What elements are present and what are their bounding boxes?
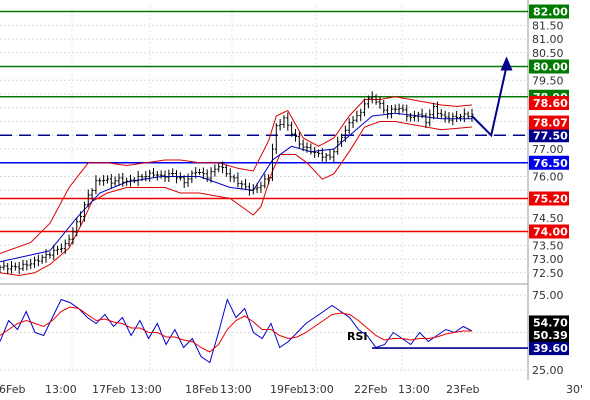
price-tick-label: 80.50 bbox=[532, 47, 564, 60]
value-tag-78.60-bg bbox=[529, 96, 569, 110]
x-tick-label: 13:00 bbox=[130, 383, 162, 396]
price-tick-label: 81.50 bbox=[532, 19, 564, 32]
price-tick-label: 72.50 bbox=[532, 267, 564, 280]
x-tick-label: 30' bbox=[566, 383, 583, 396]
rsi-value-tag-50.39-bg bbox=[529, 327, 569, 342]
level-tag-75.20: 75.20 bbox=[533, 193, 568, 206]
x-tick-label: 13:00 bbox=[398, 383, 430, 396]
rsi-title: RSI bbox=[347, 330, 368, 343]
rsi-value-tag-50.39: 50.39 bbox=[533, 329, 568, 342]
rsi-level-tag-39.60: 39.60 bbox=[533, 342, 568, 355]
rsi-value-tag-54.70: 54.70 bbox=[533, 316, 568, 329]
rsi-tick-label: 75.00 bbox=[532, 289, 564, 302]
level-tag-75.20-bg bbox=[529, 191, 569, 206]
x-tick-label: 18Feb bbox=[185, 383, 218, 396]
price-tick-label: 73.00 bbox=[532, 253, 564, 266]
price-tick-label: 79.50 bbox=[532, 74, 564, 87]
bollinger-upper-line bbox=[0, 96, 473, 254]
x-tick-label: 16Feb bbox=[0, 383, 25, 396]
price-tick-label: 74.50 bbox=[532, 212, 564, 225]
price-projection bbox=[471, 56, 513, 138]
price-tick-label: 77.00 bbox=[532, 143, 564, 156]
projection-arrow-head bbox=[500, 56, 513, 71]
rsi-level-tag-39.60-bg bbox=[529, 341, 569, 356]
level-tag-76.50: 76.50 bbox=[533, 157, 568, 170]
level-tag-82.00: 82.00 bbox=[533, 6, 568, 19]
value-tag-78.07: 78.07 bbox=[533, 117, 568, 130]
level-tag-74.00: 74.00 bbox=[533, 226, 568, 239]
level-tag-80.00: 80.00 bbox=[533, 61, 568, 74]
x-tick-label: 13:00 bbox=[302, 383, 334, 396]
level-tag-76.50-bg bbox=[529, 155, 569, 170]
rsi-series bbox=[0, 298, 473, 364]
rsi-tick-label: 25.00 bbox=[532, 364, 564, 377]
level-tag-77.50-bg bbox=[529, 128, 569, 143]
rsi-signal-line bbox=[0, 306, 472, 353]
price-tick-label: 81.00 bbox=[532, 33, 564, 46]
x-tick-label: 23Feb bbox=[446, 383, 479, 396]
x-tick-label: 19Feb bbox=[270, 383, 303, 396]
x-tick-label: 13:00 bbox=[45, 383, 77, 396]
value-tag-78.07-bg bbox=[529, 115, 569, 130]
price-candles bbox=[0, 91, 474, 275]
price-tick-label: 76.00 bbox=[532, 171, 564, 184]
rsi-value-tag-54.70-bg bbox=[529, 315, 569, 330]
level-tag-80.00-bg bbox=[529, 59, 569, 74]
projection-arrow-line bbox=[471, 66, 508, 138]
x-tick-label: 17Feb bbox=[92, 383, 125, 396]
rsi-grid bbox=[0, 294, 528, 371]
level-tag-77.50: 77.50 bbox=[533, 129, 568, 142]
x-tick-label: 22Feb bbox=[354, 383, 387, 396]
x-axis-labels: 16Feb13:0017Feb13:0018Feb13:0019Feb13:00… bbox=[0, 383, 583, 396]
value-tag-78.60: 78.60 bbox=[533, 97, 568, 110]
level-tag-82.00-bg bbox=[529, 4, 569, 19]
price-tick-label: 73.50 bbox=[532, 239, 564, 252]
x-tick-label: 13:00 bbox=[220, 383, 252, 396]
level-tag-74.00-bg bbox=[529, 224, 569, 239]
